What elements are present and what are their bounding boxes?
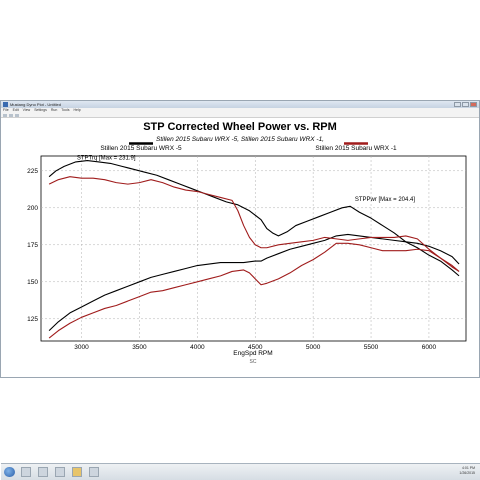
- plot-frame: [40, 155, 467, 342]
- x-tick-label: 6000: [422, 344, 437, 351]
- menu-file[interactable]: File: [3, 108, 9, 112]
- app-icon: [3, 102, 8, 107]
- tick-layer: 3000 3500 4000 4500 5000 5500 6000 125 150 175 200…: [27, 168, 436, 351]
- series-line-4: [48, 242, 460, 339]
- menu-tools[interactable]: Tools: [61, 108, 70, 112]
- y-tick-label: 125: [27, 316, 38, 323]
- menu-run[interactable]: Run: [50, 108, 58, 112]
- minimize-icon[interactable]: [454, 102, 461, 107]
- x-tick-label: 5000: [306, 344, 321, 351]
- series-layer: [48, 160, 460, 339]
- menu-help[interactable]: Help: [73, 108, 81, 112]
- annotation-layer: STPTrq [Max = 231.9] STPPwr [Max = 204.4]: [77, 156, 415, 203]
- legend-label-series-1: Stillen 2015 Subaru WRX -5: [100, 145, 182, 152]
- tray-time: 4:01 PM: [461, 466, 475, 470]
- dyno-chart: STP Corrected Wheel Power vs. RPM Stille…: [27, 121, 467, 363]
- annotation-label-2: STPPwr [Max = 204.4]: [355, 197, 416, 203]
- x-tick-label: 3500: [132, 344, 147, 351]
- x-tick-label: 4500: [248, 344, 263, 351]
- x-tick-label: 4000: [190, 344, 205, 351]
- maximize-icon[interactable]: [462, 102, 469, 107]
- menu-bar: File Edit View Settings Run Tools Help: [1, 108, 479, 113]
- taskbar-folder-icon[interactable]: [89, 467, 99, 477]
- legend-label-series-2: Stillen 2015 Subaru WRX -1: [315, 145, 397, 152]
- window-controls: [454, 102, 477, 107]
- taskbar-dyno-app-icon[interactable]: [72, 467, 82, 477]
- menu-edit[interactable]: Edit: [12, 108, 19, 112]
- chart-title: STP Corrected Wheel Power vs. RPM: [143, 121, 337, 133]
- y-tick-label: 150: [27, 279, 38, 286]
- y-tick-label: 200: [27, 205, 38, 212]
- toolbar-save-icon[interactable]: [9, 114, 13, 117]
- toolbar: [1, 113, 479, 118]
- grid-layer: [41, 156, 466, 341]
- x-tick-label: 3000: [74, 344, 89, 351]
- dyno-app-window: Mustang Dyno Plot - Untitled File Edit V…: [0, 100, 480, 480]
- x-axis-sublabel: SC: [250, 359, 257, 363]
- taskbar-browser-icon[interactable]: [38, 467, 48, 477]
- taskbar-icons: [21, 467, 99, 477]
- y-tick-label: 175: [27, 242, 38, 249]
- menu-view[interactable]: View: [22, 108, 31, 112]
- series-line-2: [48, 233, 460, 332]
- annotation-label-1: STPTrq [Max = 231.9]: [77, 156, 136, 162]
- close-icon[interactable]: [470, 102, 477, 107]
- system-tray: 4:01 PM 1/26/2015: [459, 466, 475, 476]
- taskbar-explorer-icon[interactable]: [21, 467, 31, 477]
- x-axis-label: EngSpd RPM: [233, 350, 272, 357]
- title-bar: Mustang Dyno Plot - Untitled: [1, 101, 479, 108]
- tray-date: 1/26/2015: [459, 471, 475, 475]
- taskbar: 4:01 PM 1/26/2015: [1, 463, 480, 480]
- menu-settings[interactable]: Settings: [34, 108, 47, 112]
- chart-subtitle: Stillen 2015 Subaru WRX -5, Stillen 2015…: [156, 136, 324, 143]
- toolbar-print-icon[interactable]: [15, 114, 19, 117]
- window-title: Mustang Dyno Plot - Untitled: [10, 102, 61, 107]
- y-tick-label: 225: [27, 168, 38, 175]
- x-tick-label: 5500: [364, 344, 379, 351]
- series-line-3: [48, 176, 460, 272]
- toolbar-open-icon[interactable]: [3, 114, 7, 117]
- series-line-1: [48, 160, 460, 277]
- taskbar-media-icon[interactable]: [55, 467, 65, 477]
- start-button-icon[interactable]: [4, 467, 15, 477]
